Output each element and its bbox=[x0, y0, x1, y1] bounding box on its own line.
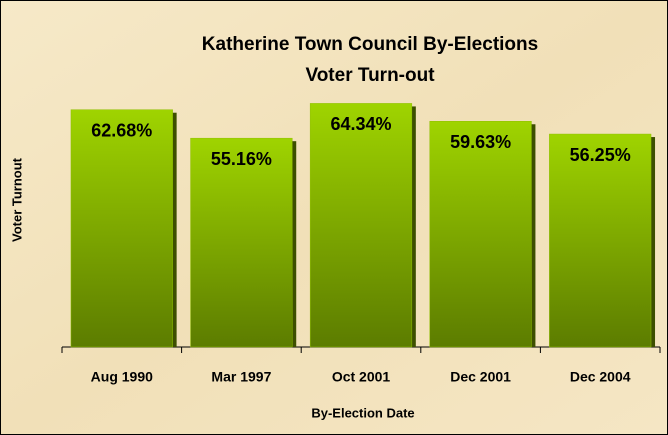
bar bbox=[549, 133, 652, 348]
data-label: 64.34% bbox=[330, 114, 391, 134]
data-label: 59.63% bbox=[450, 132, 511, 152]
x-tick-label: Dec 2004 bbox=[570, 369, 631, 385]
bar bbox=[190, 137, 293, 348]
x-tick-label: Aug 1990 bbox=[91, 369, 153, 385]
data-label: 55.16% bbox=[211, 149, 272, 169]
x-axis-title: By-Election Date bbox=[311, 405, 414, 420]
x-tick-label: Mar 1997 bbox=[211, 369, 271, 385]
chart-subtitle: Voter Turn-out bbox=[305, 65, 435, 86]
data-label: 62.68% bbox=[91, 120, 152, 140]
bar bbox=[429, 121, 532, 348]
chart-title: Katherine Town Council By-Elections bbox=[202, 34, 538, 55]
y-axis-title: Voter Turnout bbox=[9, 157, 24, 242]
x-tick-label: Oct 2001 bbox=[332, 369, 391, 385]
data-label: 56.25% bbox=[570, 145, 631, 165]
bar bbox=[70, 109, 173, 348]
x-tick-label: Dec 2001 bbox=[450, 369, 511, 385]
bar bbox=[309, 103, 413, 348]
